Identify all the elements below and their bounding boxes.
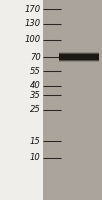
Bar <box>59 56 99 62</box>
Bar <box>59 53 99 58</box>
Text: 25: 25 <box>30 105 41 114</box>
Bar <box>59 54 99 60</box>
Bar <box>59 55 99 60</box>
Text: 10: 10 <box>30 154 41 162</box>
Text: 40: 40 <box>30 81 41 90</box>
Text: 170: 170 <box>25 4 41 14</box>
Text: 70: 70 <box>30 52 41 62</box>
Text: 35: 35 <box>30 90 41 99</box>
Text: 55: 55 <box>30 66 41 75</box>
Text: 15: 15 <box>30 136 41 146</box>
Text: 100: 100 <box>25 36 41 45</box>
Text: 130: 130 <box>25 20 41 28</box>
Bar <box>59 52 99 58</box>
